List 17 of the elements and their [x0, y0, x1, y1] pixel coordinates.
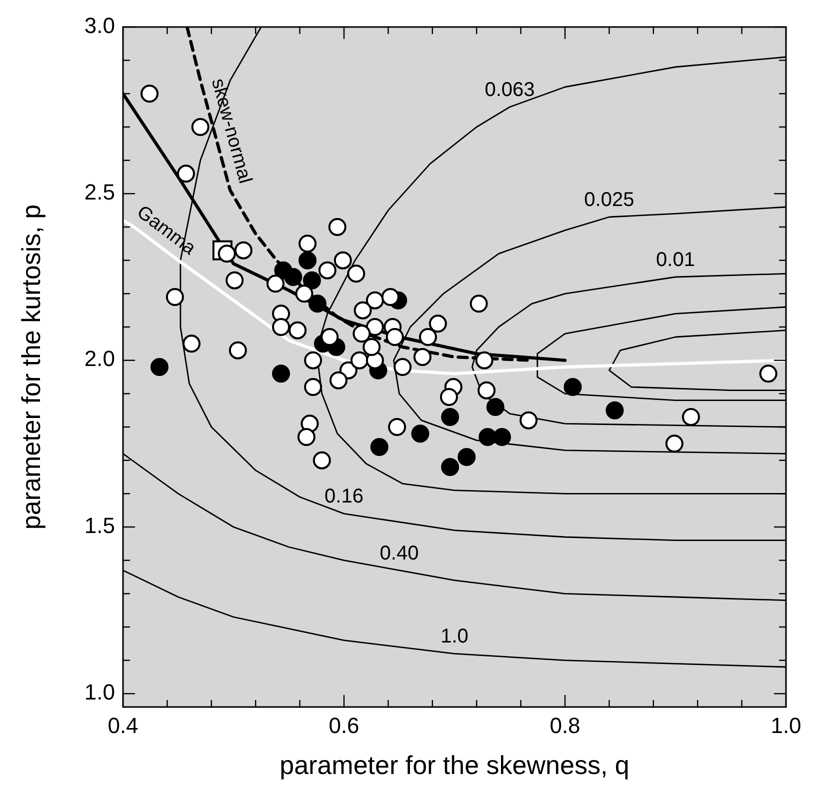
y-tick-label: 2.0	[84, 346, 115, 372]
y-tick-label: 2.5	[84, 179, 115, 204]
annotation: 0.16	[324, 486, 364, 508]
x-tick-label: 1.0	[770, 713, 802, 738]
y-tick-label: 1.0	[84, 679, 115, 704]
annotation: 0.01	[656, 249, 695, 271]
x-tick-label: 0.4	[108, 713, 138, 738]
annotation: 0.025	[584, 189, 634, 211]
annotation: 0.063	[484, 79, 535, 101]
y-axis-title: parameter for the kurtosis, p	[16, 204, 46, 530]
x-tick-label: 0.8	[550, 713, 580, 738]
annotation: 1.0	[440, 626, 468, 648]
x-tick-label: 0.6	[328, 713, 360, 738]
annotation: 0.40	[380, 542, 419, 564]
x-axis-title: parameter for the skewness, q	[280, 750, 630, 780]
y-tick-label: 1.5	[84, 512, 115, 538]
y-tick-label: 3.0	[84, 12, 115, 38]
